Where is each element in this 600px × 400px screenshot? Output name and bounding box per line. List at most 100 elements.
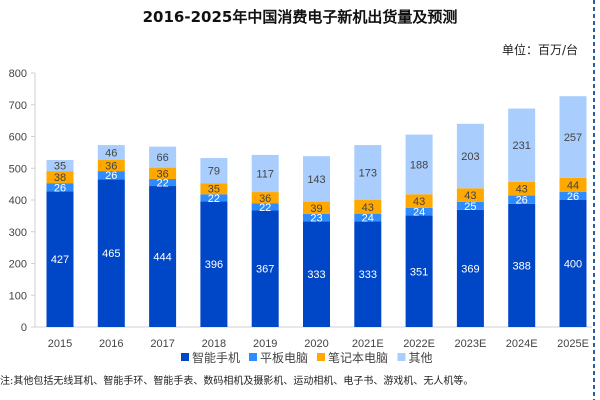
bar-segment	[251, 210, 279, 327]
y-tick-label: 200	[9, 259, 27, 271]
data-label: 66	[156, 152, 168, 164]
data-label: 43	[413, 196, 425, 208]
data-label: 388	[513, 260, 531, 272]
data-label: 367	[256, 264, 274, 276]
bar-segment	[508, 108, 536, 182]
bar-segment	[354, 145, 382, 200]
bar-segment	[200, 201, 228, 327]
bar-segment	[303, 156, 330, 202]
bar-segment	[456, 209, 484, 327]
data-label: 26	[567, 191, 579, 203]
data-label: 43	[516, 184, 528, 196]
bar-segment	[200, 183, 228, 195]
data-label: 26	[516, 195, 528, 207]
bar-segment	[559, 191, 587, 200]
data-label: 203	[461, 151, 479, 163]
data-label: 24	[362, 212, 374, 224]
bar-segment	[508, 195, 536, 204]
legend-item: 笔记本电脑	[317, 350, 388, 365]
data-label: 44	[567, 180, 579, 192]
bar-segment	[149, 179, 177, 187]
bar-segment	[354, 200, 382, 214]
y-tick-label: 600	[9, 132, 27, 144]
x-tick-label: 2022E	[403, 338, 435, 350]
bar-segment	[251, 154, 279, 193]
bar-segment	[559, 96, 587, 178]
x-tick-label: 2023E	[454, 338, 486, 350]
bar-segment	[200, 194, 228, 202]
bar-segment	[149, 186, 177, 327]
data-label: 22	[156, 178, 168, 190]
legend-item: 平板电脑	[249, 351, 308, 365]
data-label: 351	[410, 266, 428, 278]
bar-segment	[46, 171, 74, 184]
x-tick-label: 2017	[150, 338, 174, 350]
bar-segment	[200, 158, 228, 184]
data-label: 36	[259, 193, 271, 205]
legend-label: 平板电脑	[260, 351, 308, 365]
bar-segment	[149, 146, 177, 168]
bar-segment	[508, 181, 536, 196]
legend-swatch	[181, 353, 189, 361]
data-label: 117	[256, 168, 274, 180]
bar-segment	[405, 215, 433, 327]
legend-swatch	[397, 353, 406, 361]
bar-segment	[354, 213, 382, 222]
legend-label: 智能手机	[192, 350, 240, 365]
y-tick-label: 700	[9, 100, 27, 112]
bar-segment	[354, 221, 382, 327]
y-tick-label: 800	[9, 68, 27, 80]
bar-segment	[46, 191, 74, 327]
bar-segment	[303, 201, 330, 214]
bar-segment	[456, 123, 484, 189]
data-label: 333	[307, 269, 325, 281]
x-tick-label: 2019	[253, 338, 277, 350]
bar-segment	[97, 179, 125, 327]
legend-swatch	[317, 353, 325, 361]
unit-label: 单位：百万/台	[502, 42, 578, 57]
bar-segment	[46, 183, 74, 192]
data-label: 26	[54, 182, 66, 194]
bar-segment	[508, 203, 536, 327]
bar-segment	[46, 159, 74, 172]
data-label: 22	[208, 193, 220, 205]
y-tick-label: 300	[9, 227, 27, 239]
bar-segment	[149, 167, 177, 180]
y-tick-label: 100	[9, 290, 27, 302]
data-label: 38	[54, 172, 66, 184]
bar-segment	[405, 194, 433, 208]
data-label: 22	[259, 202, 271, 214]
bar-segment	[456, 201, 484, 210]
data-label: 36	[105, 160, 117, 172]
x-tick-label: 2025E	[557, 338, 589, 350]
bar-segment	[559, 200, 587, 327]
bar-segment	[251, 203, 279, 211]
footnote: 注:其他包括无线耳机、智能手环、智能手表、数码相机及摄影机、运动相机、电子书、游…	[0, 374, 473, 387]
x-tick-label: 2024E	[506, 338, 538, 350]
data-label: 465	[102, 248, 120, 260]
legend-label: 笔记本电脑	[328, 350, 388, 365]
data-label: 35	[208, 184, 220, 196]
data-label: 79	[208, 166, 220, 178]
data-label: 333	[359, 269, 377, 281]
chart-title: 2016-2025年中国消费电子新机出货量及预测	[143, 8, 458, 26]
data-label: 400	[564, 259, 582, 271]
bar-segment	[303, 221, 330, 327]
bar-segment	[559, 177, 587, 192]
y-tick-label: 400	[9, 195, 27, 207]
data-label: 36	[156, 168, 168, 180]
bar-segment	[405, 207, 433, 216]
x-tick-label: 2021E	[352, 338, 384, 350]
